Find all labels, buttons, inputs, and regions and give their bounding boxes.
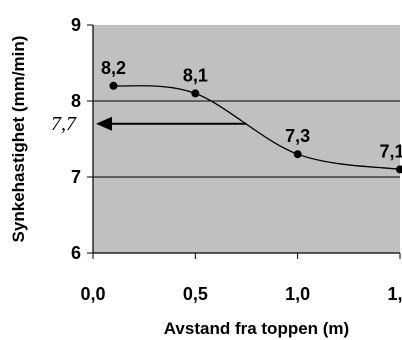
x-tick-labels: 0,0 0,5 1,0 1,5 [80, 284, 402, 304]
x-axis-title: Avstand fra toppen (m) [164, 319, 349, 338]
data-label: 8,2 [101, 58, 126, 78]
data-points [109, 81, 402, 174]
grid-lines [87, 24, 401, 259]
data-label: 7,1 [379, 141, 402, 161]
x-tick-label: 0,5 [183, 284, 208, 304]
data-point [191, 89, 200, 98]
y-axis-title: Synkehastighet (mm/min) [9, 36, 28, 243]
y-tick-label: 8 [71, 91, 81, 111]
y-tick-label: 6 [71, 243, 81, 263]
axes [92, 25, 400, 254]
annotation-label: 7,7 [51, 113, 77, 135]
x-tick-label: 0,0 [80, 284, 105, 304]
y-tick-label: 9 [71, 15, 81, 35]
data-point [109, 81, 118, 90]
data-point [396, 165, 402, 174]
y-tick-label: 7 [71, 167, 81, 187]
data-point [293, 150, 302, 159]
data-label: 7,3 [285, 126, 310, 146]
y-tick-labels: 6 7 8 9 [71, 15, 81, 263]
data-label: 8,1 [183, 65, 208, 85]
series-line [113, 85, 401, 171]
plot-area [93, 25, 400, 253]
data-labels: 8,2 8,1 7,3 7,1 [101, 58, 402, 162]
annotation-arrowhead [96, 116, 112, 131]
x-tick-label: 1,5 [387, 284, 402, 304]
x-tick-label: 1,0 [285, 284, 310, 304]
